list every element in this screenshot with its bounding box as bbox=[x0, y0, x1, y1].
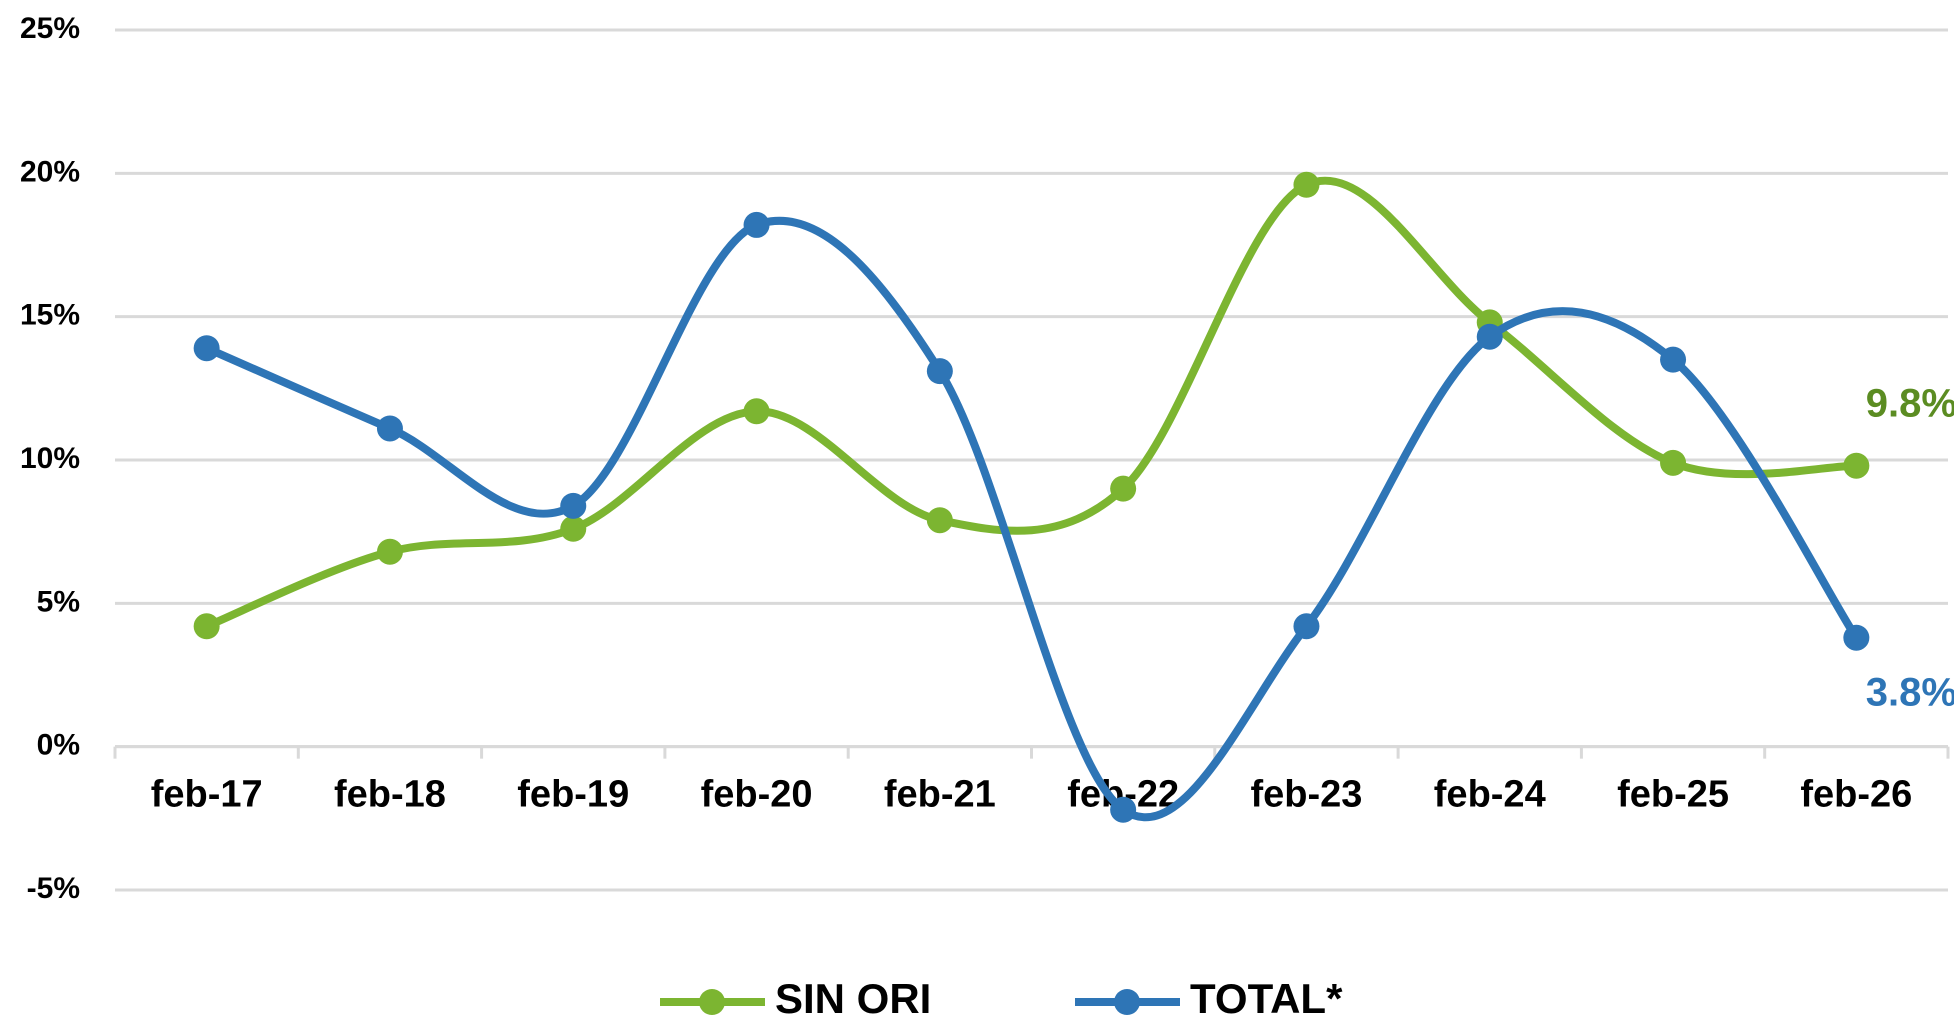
x-tick-label: feb-25 bbox=[1617, 774, 1729, 816]
series-line bbox=[205, 216, 1860, 822]
legend-label: TOTAL* bbox=[1190, 975, 1343, 1019]
legend-marker bbox=[1114, 989, 1140, 1015]
data-point bbox=[743, 398, 770, 425]
data-point bbox=[1843, 452, 1870, 479]
data-label: 3.8% bbox=[1866, 670, 1954, 714]
data-point bbox=[193, 613, 220, 640]
y-tick-label: 20% bbox=[20, 155, 80, 188]
data-point bbox=[193, 335, 220, 362]
x-tick-label: feb-20 bbox=[701, 774, 813, 816]
data-point bbox=[560, 492, 587, 519]
y-tick-label: 15% bbox=[20, 299, 80, 332]
data-point bbox=[1293, 613, 1320, 640]
data-point bbox=[1660, 449, 1687, 476]
series-line bbox=[205, 176, 1857, 630]
data-point bbox=[1843, 624, 1870, 651]
x-tick-label: feb-26 bbox=[1800, 774, 1912, 816]
data-point bbox=[376, 538, 403, 565]
data-point bbox=[1476, 323, 1503, 350]
y-tick-label: -5% bbox=[27, 872, 80, 905]
y-tick-label: 25% bbox=[20, 12, 80, 45]
x-tick-label: feb-24 bbox=[1434, 774, 1546, 816]
data-point bbox=[926, 358, 953, 385]
data-point bbox=[743, 211, 770, 238]
data-point bbox=[1660, 346, 1687, 373]
x-tick-label: feb-19 bbox=[517, 774, 629, 816]
legend-label: SIN ORI bbox=[775, 975, 931, 1019]
data-point bbox=[1293, 171, 1320, 198]
x-tick-label: feb-18 bbox=[334, 774, 446, 816]
data-point bbox=[1110, 796, 1137, 823]
x-tick-label: feb-17 bbox=[151, 774, 263, 816]
data-point bbox=[376, 415, 403, 442]
y-tick-label: 0% bbox=[37, 729, 80, 762]
y-tick-label: 5% bbox=[37, 585, 80, 618]
x-tick-label: feb-21 bbox=[884, 774, 996, 816]
data-label: 9.8% bbox=[1866, 381, 1954, 425]
y-tick-label: 10% bbox=[20, 442, 80, 475]
x-tick-label: feb-23 bbox=[1250, 774, 1362, 816]
legend-marker bbox=[699, 989, 725, 1015]
data-point bbox=[926, 507, 953, 534]
data-point bbox=[560, 515, 587, 542]
data-point bbox=[1110, 475, 1137, 502]
